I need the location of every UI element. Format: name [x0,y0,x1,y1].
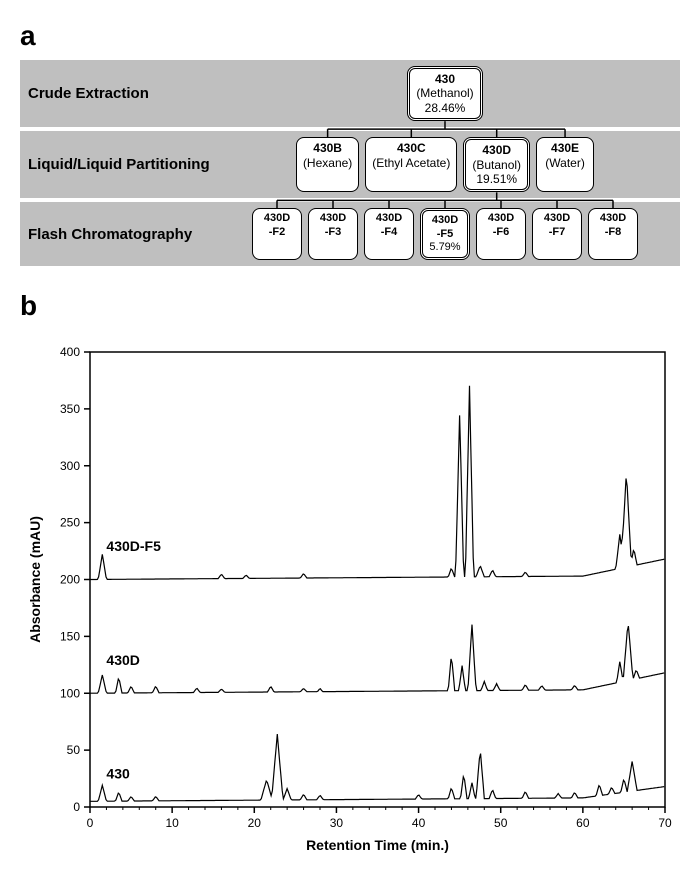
node-title: 430D-F5 [427,214,463,240]
node-sub: (Butanol) [472,158,521,172]
node-430d-f5: 430D-F55.79% [420,208,470,260]
svg-text:70: 70 [658,816,672,830]
stage-content: 430D-F2 430D-F3 430D-F4 430D-F55.79% 430D-F6… [218,208,672,260]
node-title: 430D-F7 [537,212,577,238]
stage-content: 430(Methanol)28.46% [218,66,672,121]
node-430e: 430E(Water) [536,137,594,192]
svg-text:150: 150 [60,629,80,643]
node-sub: (Water) [543,156,587,170]
node-sub: (Ethyl Acetate) [372,156,450,170]
node-pct: 19.51% [472,172,521,186]
node-title: 430C [372,141,450,155]
svg-text:100: 100 [60,686,80,700]
node-title: 430D-F8 [593,212,633,238]
svg-text:60: 60 [576,816,590,830]
node-430d-f4: 430D-F4 [364,208,414,260]
svg-text:350: 350 [60,402,80,416]
node-title: 430E [543,141,587,155]
stage-label: Flash Chromatography [28,226,218,243]
node-430d-f2: 430D-F2 [252,208,302,260]
stage-row: Crude Extraction 430(Methanol)28.46% [20,60,680,127]
stage-label: Crude Extraction [28,85,218,102]
node-title: 430D-F2 [257,212,297,238]
chromatogram-chart: 0 10 20 30 40 50 60 70 0 50 100 150 200 250 300 350 400 R… [20,342,680,862]
node-430d-f8: 430D-F8 [588,208,638,260]
node-title: 430D-F4 [369,212,409,238]
panel-b-label: b [20,290,680,322]
svg-text:10: 10 [165,816,179,830]
svg-text:250: 250 [60,516,80,530]
node-430d: 430D(Butanol)19.51% [463,137,530,192]
trace-430 [90,734,664,801]
node-430d-f3: 430D-F3 [308,208,358,260]
flowchart: Crude Extraction 430(Methanol)28.46% Liqui… [20,60,680,266]
node-pct: 5.79% [427,241,463,254]
svg-text:0: 0 [73,800,80,814]
svg-text:300: 300 [60,459,80,473]
trace-label: 430D-F5 [106,538,161,554]
node-title: 430B [303,141,352,155]
y-axis-label: Absorbance (mAU) [27,516,43,643]
svg-text:50: 50 [67,743,81,757]
svg-text:50: 50 [494,816,508,830]
node-430d-f6: 430D-F6 [476,208,526,260]
trace-430D [90,625,664,694]
stage-content: 430B(Hexane)430C(Ethyl Acetate)430D(Buta… [218,137,672,192]
node-430c: 430C(Ethyl Acetate) [365,137,457,192]
svg-text:400: 400 [60,345,80,359]
x-axis-label: Retention Time (min.) [306,837,449,853]
node-title: 430D [472,143,521,157]
trace-label: 430 [106,765,130,781]
svg-text:20: 20 [248,816,262,830]
node-430: 430(Methanol)28.46% [407,66,482,121]
node-430b: 430B(Hexane) [296,137,359,192]
panel-a-label: a [20,20,680,52]
node-pct: 28.46% [416,101,473,115]
trace-430D-F5 [90,386,664,580]
node-sub: (Methanol) [416,86,473,100]
node-title: 430D-F3 [313,212,353,238]
svg-text:0: 0 [87,816,94,830]
node-title: 430 [416,72,473,86]
stage-row: Liquid/Liquid Partitioning430B(Hexane)43… [20,131,680,198]
svg-text:40: 40 [412,816,426,830]
svg-text:200: 200 [60,572,80,586]
stage-row: Flash Chromatography430D-F2430D-F3430D-F… [20,202,680,266]
node-430d-f7: 430D-F7 [532,208,582,260]
trace-label: 430D [106,652,139,668]
node-title: 430D-F6 [481,212,521,238]
node-sub: (Hexane) [303,156,352,170]
stage-label: Liquid/Liquid Partitioning [28,156,218,173]
svg-text:30: 30 [330,816,344,830]
